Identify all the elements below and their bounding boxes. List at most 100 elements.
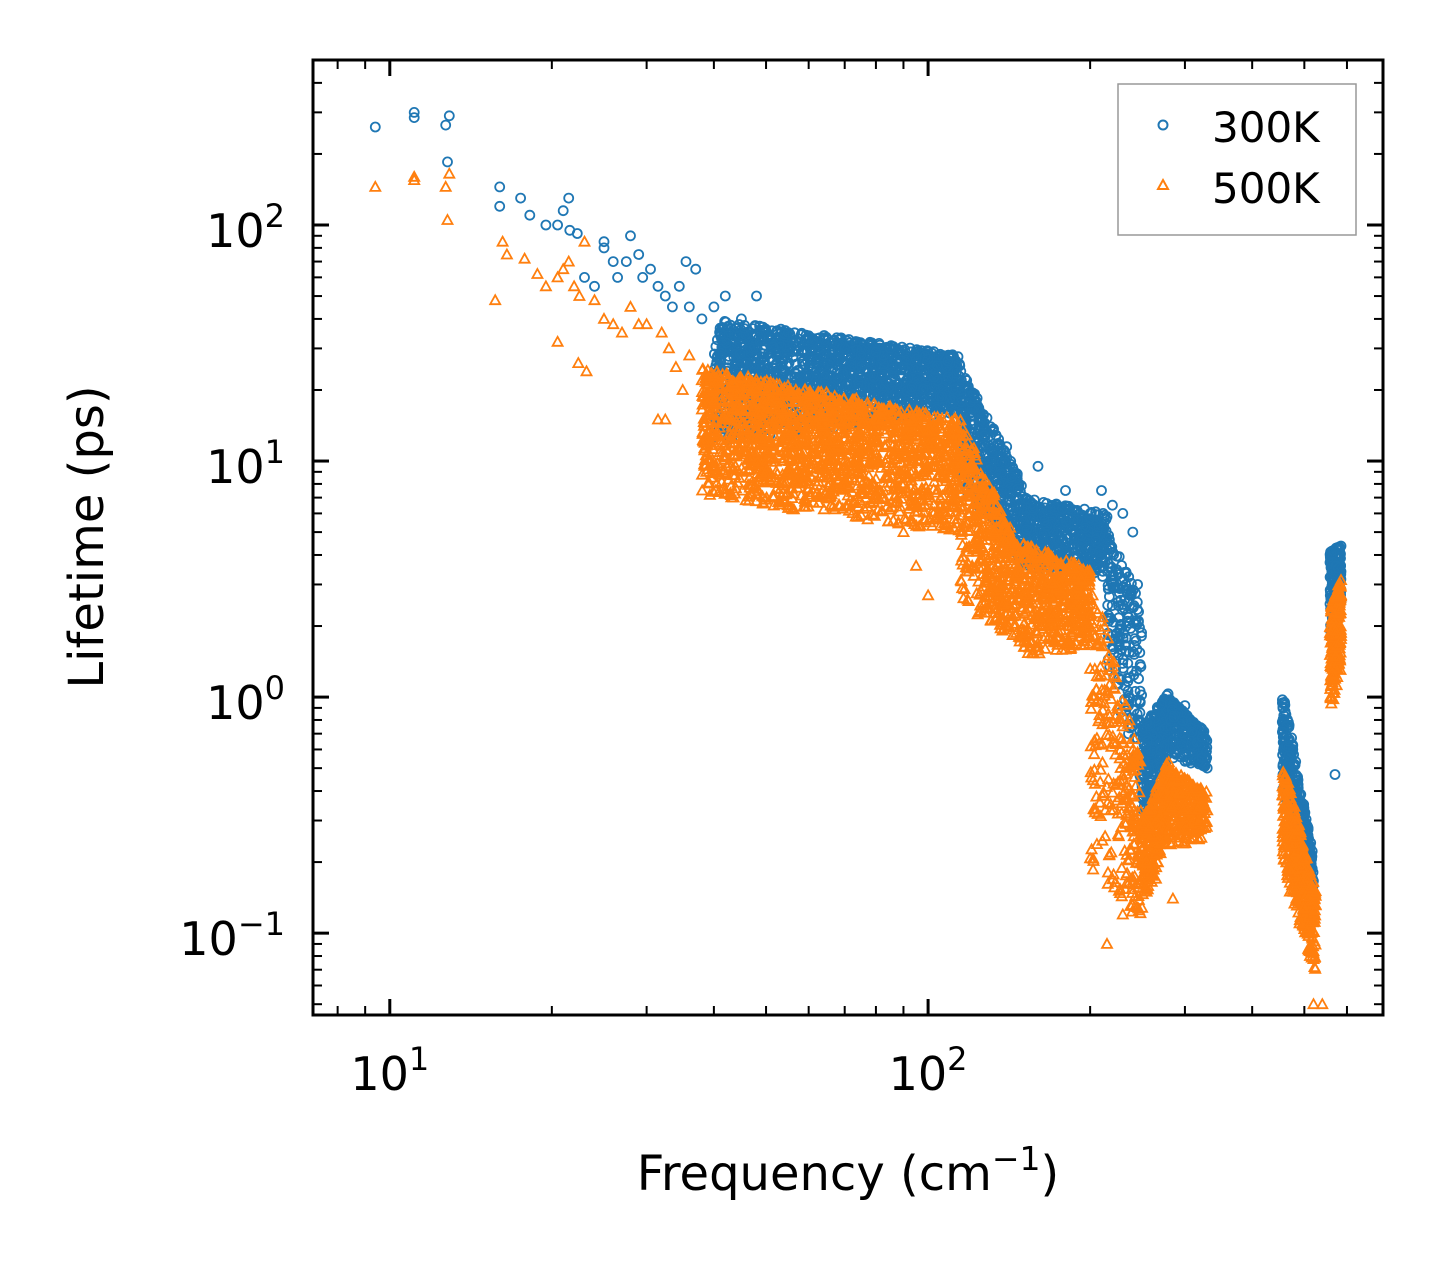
data-point-300k [942,355,954,367]
data-point-300k [965,410,977,421]
data-point-300k [739,323,750,335]
data-point-300k [673,280,685,292]
data-point-300k [563,192,575,204]
data-point-300k [708,301,720,313]
data-point-300k [1004,458,1016,470]
data-point-300k [494,181,506,193]
data-point-300k [652,280,664,292]
data-point-300k [841,379,853,391]
data-point-300k [1117,508,1129,519]
data-point-300k [659,290,671,302]
data-point-300k [985,469,997,481]
data-point-300k [903,372,914,383]
data-point-300k [975,415,986,427]
data-point-300k [976,427,988,439]
data-point-300k [1096,485,1107,496]
data-point-300k [667,301,678,313]
data-point-300k [931,360,943,372]
data-point-300k [806,355,818,367]
data-point-300k [724,342,736,354]
data-point-300k [740,329,752,341]
data-point-300k [934,390,945,402]
data-point-300k [753,366,765,378]
data-point-300k [754,336,766,348]
data-point-300k [822,358,834,370]
data-point-300k [645,263,656,275]
data-point-300k [734,348,746,360]
data-point-300k [947,384,959,396]
data-point-300k [887,363,898,375]
data-point-300k [748,343,759,355]
data-point-300k [771,325,783,337]
data-point-300k [999,457,1010,468]
data-point-300k [620,256,632,268]
data-point-300k [1329,769,1341,780]
data-point-300k [598,242,610,254]
data-point-300k [819,334,830,346]
data-point-300k [876,369,888,380]
data-point-300k [721,321,733,333]
data-point-300k [715,329,726,341]
data-point-300k [1107,499,1118,511]
data-point-300k [800,335,812,347]
data-point-300k [754,320,765,332]
data-point-300k [967,388,979,400]
data-point-300k [1007,513,1019,525]
data-point-300k [928,371,940,383]
data-point-300k [885,383,897,395]
data-point-300k [918,383,929,395]
data-point-300k [579,271,590,283]
data-point-300k [790,339,802,351]
data-point-300k [774,338,785,349]
data-point-300k [443,110,455,122]
data-point-300k [942,371,954,382]
data-points [368,107,1348,1010]
data-point-300k [859,389,871,401]
data-point-300k [721,337,732,349]
data-point-300k [899,397,911,409]
data-point-300k [607,256,619,268]
data-point-300k [854,371,866,383]
data-point-300k [785,369,796,381]
data-point-300k [920,371,932,383]
data-point-300k [919,350,931,362]
data-point-300k [846,353,858,365]
data-point-300k [804,344,816,356]
data-point-300k [996,475,1008,487]
data-point-300k [709,348,720,360]
data-point-300k [993,433,1004,445]
data-point-300k [966,403,978,415]
data-point-300k [515,192,526,204]
data-point-300k [821,331,832,343]
data-point-300k [540,219,552,231]
data-point-300k [979,430,990,442]
data-point-300k [369,121,381,133]
data-point-300k [524,209,536,221]
data-point-300k [440,119,452,131]
data-point-300k [770,347,782,359]
data-point-300k [856,343,867,355]
data-point-300k [818,349,829,361]
data-point-300k [998,477,1009,489]
data-point-300k [869,370,881,382]
data-point-300k [846,359,857,371]
data-point-300k [809,345,821,357]
data-point-300k [1127,526,1139,538]
data-point-300k [768,362,779,374]
data-point-300k [625,230,636,242]
data-point-300k [969,393,980,405]
data-point-300k [637,271,649,283]
data-point-300k [719,290,731,302]
data-point-300k [683,301,695,313]
data-point-300k [986,447,998,459]
data-point-300k [918,368,930,380]
data-point-300k [696,313,708,325]
data-point-300k [820,371,831,383]
data-point-300k [753,352,764,364]
data-point-300k [633,249,645,260]
data-point-300k [723,354,735,366]
data-point-300k [803,371,814,382]
data-point-300k [790,345,802,357]
data-point-300k [986,463,998,475]
data-point-300k [1060,485,1071,496]
